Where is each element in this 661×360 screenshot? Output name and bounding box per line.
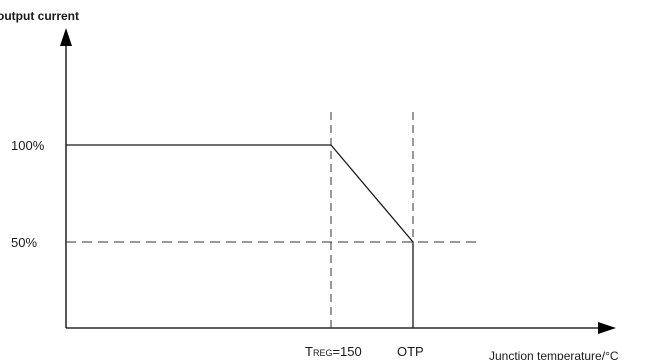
x-axis-arrow-icon — [598, 322, 616, 334]
output-current-curve — [66, 144, 414, 328]
y-axis-label: output current — [0, 9, 79, 23]
treg-subscript: REG — [313, 348, 333, 358]
y-tick-label-50: 50% — [11, 235, 37, 250]
y-axis-arrow-icon — [60, 28, 72, 46]
x-marker-treg-label: TREG=150 — [305, 344, 362, 359]
x-marker-otp-label: OTP — [397, 344, 424, 359]
treg-tail: =150 — [332, 344, 361, 359]
y-tick-label-100: 100% — [11, 138, 45, 153]
treg-main: T — [305, 344, 313, 359]
x-axis-label: Junction temperature/°C — [489, 349, 619, 360]
